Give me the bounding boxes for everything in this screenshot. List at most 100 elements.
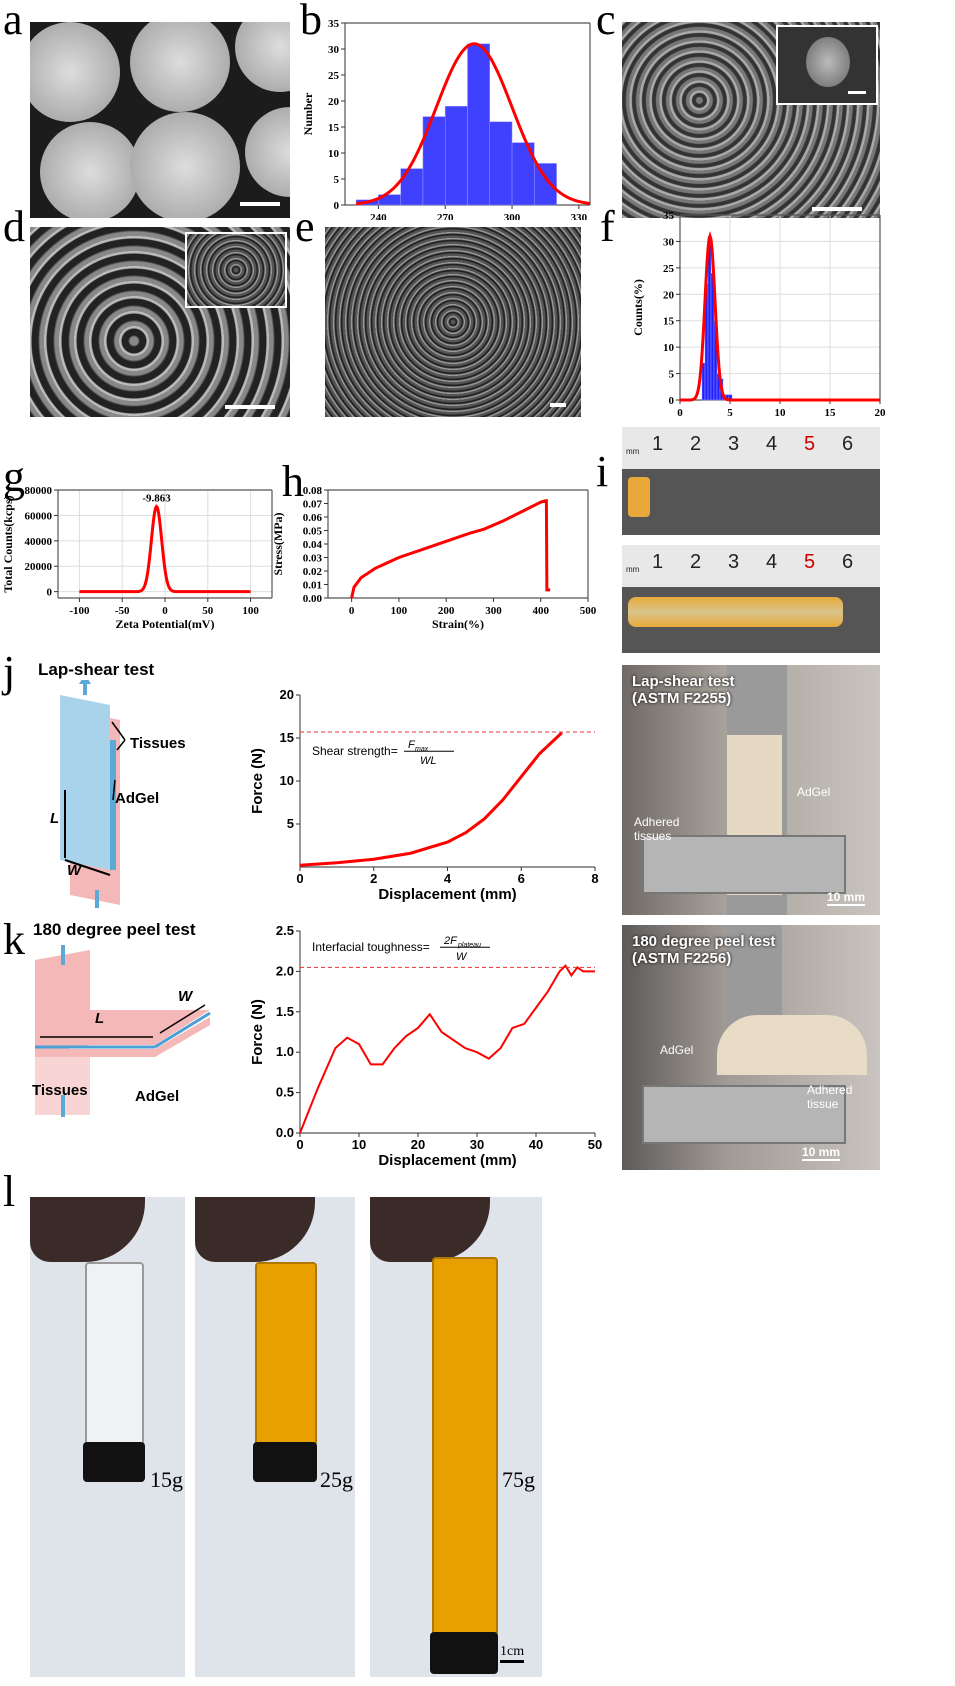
peak-annotation: -9.863	[142, 493, 171, 505]
adgel-label: AdGel	[660, 1043, 694, 1057]
y-tick-label: 15	[280, 730, 294, 745]
y-tick-label: 2.0	[276, 963, 294, 978]
x-tick-label: 0	[677, 407, 683, 419]
inset-image	[185, 232, 287, 308]
adgel-label: AdGel	[797, 785, 831, 799]
data-line	[350, 499, 551, 599]
y-tick-label: 30	[663, 236, 675, 248]
y-tick-label: 5	[669, 369, 675, 381]
ruler	[622, 427, 880, 469]
y-tick-label: 0.00	[303, 593, 323, 605]
x-axis-label: Zeta Potential(mV)	[116, 617, 215, 630]
tem-image	[325, 227, 581, 417]
ruler-tick-label: 1	[652, 433, 664, 455]
x-tick-label: 240	[370, 212, 387, 220]
x-tick-label: 100	[242, 605, 259, 617]
x-tick-label: 400	[532, 605, 549, 617]
y-tick-label: 20	[280, 687, 294, 702]
x-axis-label: Diameter(nm)	[744, 419, 817, 420]
panel-label-l: l	[3, 1167, 16, 1216]
y-tick-label: 2.5	[276, 923, 294, 938]
x-tick-label: 2	[370, 871, 377, 886]
panel-label-b: b	[300, 0, 322, 44]
tissue-top	[60, 695, 110, 870]
ruler-tick-label: 4	[766, 551, 778, 573]
x-tick-label: 5	[727, 407, 733, 419]
histogram-bar	[534, 163, 557, 206]
y-axis-label: Counts(%)	[631, 279, 645, 336]
scale-bar: 1cm	[500, 1644, 525, 1663]
y-tick-label: 10	[663, 342, 675, 354]
hydrogel-unstretched-photo: mm 1 2 3 4 5 6	[622, 427, 880, 535]
scale-bar	[240, 202, 280, 206]
adgel-label: AdGel	[135, 1088, 180, 1105]
adhered-tissues-label: Adhered tissues	[634, 815, 680, 843]
hydrogel-sample	[628, 597, 843, 627]
vial-photo-75g: 75g 1cm	[370, 1197, 542, 1677]
data-line	[679, 231, 880, 402]
x-tick-label: 0	[349, 605, 355, 617]
panel-label-e: e	[295, 202, 315, 251]
x-tick-label: 300	[485, 605, 502, 617]
formula-denominator: WL	[420, 755, 437, 767]
formula-numerator: F	[408, 739, 416, 751]
y-tick-label: 80000	[25, 485, 53, 497]
vial-cap	[253, 1442, 317, 1482]
y-tick-label: 0.05	[303, 526, 323, 538]
y-tick-label: 10	[328, 148, 340, 160]
y-tick-label: 0	[47, 587, 53, 599]
tissues-label: Tissues	[130, 735, 186, 752]
data-line	[299, 964, 595, 1134]
panel-label-i: i	[596, 447, 609, 496]
y-tick-label: 20000	[25, 561, 53, 573]
y-tick-label: 0.06	[303, 512, 323, 524]
y-tick-label: 0	[334, 200, 340, 212]
y-tick-label: 20	[663, 289, 675, 301]
chart-f-size-distribution: 0 5 10 15 20 0 5 10 15 20 25 30 35 Diameter(nm) Counts…	[631, 210, 887, 420]
formula-denominator: W	[456, 951, 468, 963]
histogram-bar	[701, 362, 706, 401]
chart-h-stress-strain: 0 100 200 300 400 500 0.000.01 0.020.03 0.040.05…	[271, 485, 597, 630]
y-axis-label: Total Counts(kcps)	[1, 495, 15, 592]
y-tick-label: 0	[669, 395, 675, 407]
y-tick-label: 15	[328, 122, 340, 134]
y-tick-label: 1.0	[276, 1044, 294, 1059]
ruler-tick-label: mm	[626, 447, 640, 456]
ruler	[622, 545, 880, 587]
x-tick-label: 50	[588, 1137, 602, 1152]
y-tick-label: 35	[663, 210, 675, 222]
histogram-bar	[467, 43, 491, 206]
x-tick-label: -100	[69, 605, 90, 617]
label-L: L	[50, 810, 60, 827]
panel-label-h: h	[282, 457, 304, 506]
scale-bar	[225, 405, 275, 409]
y-tick-label: 0.5	[276, 1085, 294, 1100]
x-tick-label: 100	[391, 605, 408, 617]
formula-subscript: max	[415, 746, 429, 753]
chart-j-lap-shear: 0 2 4 6 8 5 10 15 20 Displacement (mm) Force (N) Sh…	[249, 687, 599, 903]
y-tick-label: 30	[328, 44, 340, 56]
label-W: W	[67, 862, 82, 879]
peel-test-diagram	[35, 945, 211, 1117]
vial	[255, 1262, 317, 1446]
y-tick-label: 0.0	[276, 1125, 294, 1140]
y-tick-label: 0.07	[303, 499, 323, 511]
x-tick-label: 4	[444, 871, 452, 886]
chart-g-zeta-potential: -100 -50 0 50 100 0 20000 40000 60000 80000 Zeta P…	[1, 485, 273, 630]
x-tick-label: 200	[438, 605, 455, 617]
x-tick-label: 20	[411, 1137, 425, 1152]
hydrogel-sample	[628, 477, 650, 517]
adhered-tissue-label: Adhered tissue	[807, 1083, 853, 1111]
vial-photo-15g: 15g	[30, 1197, 185, 1677]
scale-bar	[550, 403, 566, 407]
x-tick-label: 20	[875, 407, 887, 419]
x-tick-label: 10	[352, 1137, 366, 1152]
y-tick-label: 0.01	[303, 580, 322, 592]
data-line	[79, 504, 251, 594]
formula-subscript: plateau	[457, 942, 481, 949]
x-axis-label: Displacement (mm)	[378, 886, 516, 903]
vial-photo-25g: 25g	[195, 1197, 355, 1677]
scale-bar	[812, 207, 862, 211]
x-tick-label: 330	[571, 212, 588, 220]
scale-bar: 10 mm	[827, 890, 866, 906]
